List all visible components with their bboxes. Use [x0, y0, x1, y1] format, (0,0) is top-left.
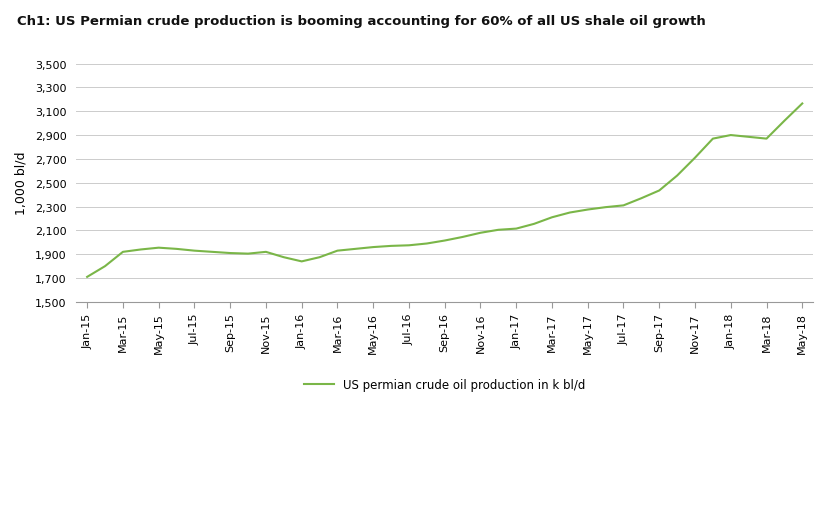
- Legend: US permian crude oil production in k bl/d: US permian crude oil production in k bl/…: [299, 374, 590, 396]
- US permian crude oil production in k bl/d: [761, 136, 771, 142]
- US permian crude oil production in k bl/d: [296, 259, 306, 265]
- US permian crude oil production in k bl/d: [600, 205, 609, 211]
- US permian crude oil production in k bl/d: [672, 173, 681, 179]
- US permian crude oil production in k bl/d: [743, 134, 753, 140]
- US permian crude oil production in k bl/d: [618, 203, 628, 209]
- US permian crude oil production in k bl/d: [421, 241, 431, 247]
- US permian crude oil production in k bl/d: [493, 227, 503, 233]
- Y-axis label: 1,000 bl/d: 1,000 bl/d: [15, 152, 28, 215]
- US permian crude oil production in k bl/d: [689, 156, 699, 162]
- US permian crude oil production in k bl/d: [332, 248, 342, 254]
- US permian crude oil production in k bl/d: [207, 249, 217, 256]
- US permian crude oil production in k bl/d: [243, 251, 253, 257]
- US permian crude oil production in k bl/d: [154, 245, 164, 251]
- US permian crude oil production in k bl/d: [547, 215, 557, 221]
- US permian crude oil production in k bl/d: [368, 244, 378, 250]
- US permian crude oil production in k bl/d: [100, 264, 110, 270]
- US permian crude oil production in k bl/d: [261, 249, 270, 256]
- US permian crude oil production in k bl/d: [457, 234, 467, 240]
- US permian crude oil production in k bl/d: [117, 249, 127, 256]
- US permian crude oil production in k bl/d: [439, 238, 449, 244]
- US permian crude oil production in k bl/d: [136, 247, 146, 253]
- Text: Ch1: US Permian crude production is booming accounting for 60% of all US shale o: Ch1: US Permian crude production is boom…: [17, 15, 705, 28]
- US permian crude oil production in k bl/d: [350, 246, 360, 252]
- US permian crude oil production in k bl/d: [528, 221, 538, 227]
- US permian crude oil production in k bl/d: [778, 119, 788, 125]
- US permian crude oil production in k bl/d: [279, 255, 289, 261]
- Line: US permian crude oil production in k bl/d: US permian crude oil production in k bl/…: [87, 104, 801, 277]
- US permian crude oil production in k bl/d: [475, 230, 485, 236]
- US permian crude oil production in k bl/d: [189, 248, 199, 254]
- US permian crude oil production in k bl/d: [653, 188, 663, 194]
- US permian crude oil production in k bl/d: [725, 133, 735, 139]
- US permian crude oil production in k bl/d: [385, 243, 395, 249]
- US permian crude oil production in k bl/d: [564, 210, 574, 216]
- US permian crude oil production in k bl/d: [636, 196, 646, 202]
- US permian crude oil production in k bl/d: [707, 136, 717, 142]
- US permian crude oil production in k bl/d: [510, 226, 520, 232]
- US permian crude oil production in k bl/d: [582, 207, 592, 213]
- US permian crude oil production in k bl/d: [404, 243, 414, 249]
- US permian crude oil production in k bl/d: [314, 255, 324, 261]
- US permian crude oil production in k bl/d: [225, 250, 235, 257]
- US permian crude oil production in k bl/d: [82, 274, 92, 280]
- US permian crude oil production in k bl/d: [796, 101, 806, 107]
- US permian crude oil production in k bl/d: [171, 246, 181, 252]
